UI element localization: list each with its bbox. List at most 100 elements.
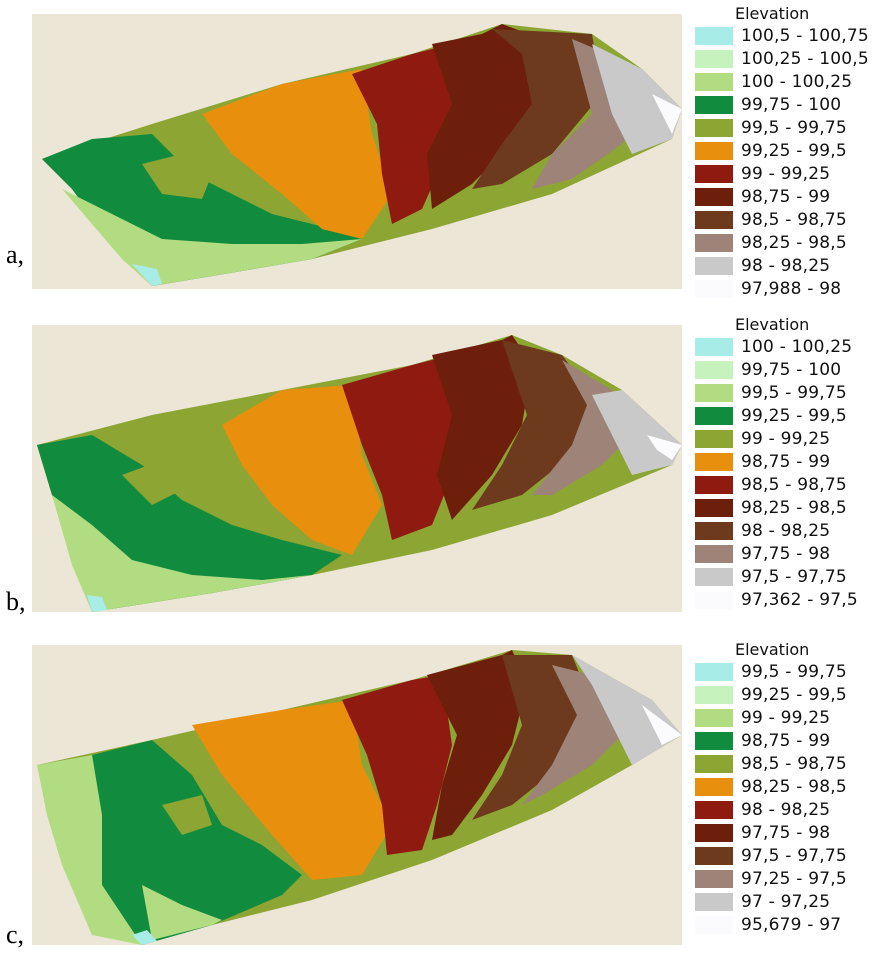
legend-item: 98,5 - 98,75: [695, 208, 890, 231]
legend-item: 99 - 99,25: [695, 706, 890, 729]
legend-swatch: [695, 49, 733, 68]
legend-range-label: 99,25 - 99,5: [741, 140, 847, 161]
legend-swatch: [695, 475, 733, 494]
legend-swatch: [695, 233, 733, 252]
legend-swatch: [695, 590, 733, 609]
legend-swatch: [695, 662, 733, 681]
legend-swatch: [695, 823, 733, 842]
legend-swatch: [695, 521, 733, 540]
legend-item: 98,75 - 99: [695, 450, 890, 473]
legend-swatch: [695, 72, 733, 91]
legend-range-label: 98,25 - 98,5: [741, 232, 847, 253]
legend-item: 97,75 - 98: [695, 542, 890, 565]
legend-swatch: [695, 210, 733, 229]
legend-swatch: [695, 118, 733, 137]
legend-item: 99,5 - 99,75: [695, 381, 890, 404]
terrain-map-b: [32, 325, 682, 612]
terrain-map-c: [32, 645, 682, 945]
legend-b: Elevation 100 - 100,25 99,75 - 100 99,5 - …: [695, 315, 890, 611]
panel-b: b, Elevation 100 - 100,25 99,75 - 100 99,5…: [0, 315, 894, 625]
legend-swatch: [695, 452, 733, 471]
legend-item: 99,25 - 99,5: [695, 404, 890, 427]
legend-range-label: 99 - 99,25: [741, 707, 831, 728]
legend-item: 99,25 - 99,5: [695, 139, 890, 162]
legend-swatch: [695, 869, 733, 888]
legend-swatch: [695, 846, 733, 865]
legend-swatch: [695, 731, 733, 750]
legend-item: 99 - 99,25: [695, 162, 890, 185]
panel-label-c: c,: [6, 920, 25, 949]
terrain-surface-c: [32, 645, 682, 945]
legend-item: 95,679 - 97: [695, 913, 890, 936]
legend-item: 97,5 - 97,75: [695, 565, 890, 588]
legend-swatch: [695, 256, 733, 275]
legend-range-label: 100,5 - 100,75: [741, 25, 869, 46]
legend-item: 100,5 - 100,75: [695, 24, 890, 47]
terrain-map-a: [32, 14, 682, 289]
legend-range-label: 99 - 99,25: [741, 163, 831, 184]
legend-item: 100,25 - 100,5: [695, 47, 890, 70]
legend-range-label: 98 - 98,25: [741, 799, 831, 820]
legend-swatch: [695, 279, 733, 298]
legend-swatch: [695, 383, 733, 402]
legend-range-label: 99 - 99,25: [741, 428, 831, 449]
legend-title: Elevation: [735, 4, 810, 23]
legend-swatch: [695, 915, 733, 934]
legend-range-label: 95,679 - 97: [741, 914, 842, 935]
legend-range-label: 98,75 - 99: [741, 730, 831, 751]
legend-item: 98 - 98,25: [695, 519, 890, 542]
legend-item: 99,25 - 99,5: [695, 683, 890, 706]
legend-a: Elevation 100,5 - 100,75 100,25 - 100,5 10…: [695, 4, 890, 300]
legend-swatch: [695, 754, 733, 773]
legend-item: 99,5 - 99,75: [695, 116, 890, 139]
legend-item: 99,5 - 99,75: [695, 660, 890, 683]
legend-range-label: 99,5 - 99,75: [741, 382, 847, 403]
legend-range-label: 98,25 - 98,5: [741, 497, 847, 518]
legend-title: Elevation: [735, 640, 810, 659]
legend-item: 97,362 - 97,5: [695, 588, 890, 611]
panel-label-a: a,: [6, 240, 25, 269]
legend-range-label: 98,75 - 99: [741, 186, 831, 207]
panel-a: a, Elevation 100,5 - 100,75 100,25 - 100,…: [0, 0, 894, 300]
legend-item: 97 - 97,25: [695, 890, 890, 913]
terrain-surface-b: [32, 325, 682, 612]
legend-item: 99,75 - 100: [695, 93, 890, 116]
legend-swatch: [695, 187, 733, 206]
legend-item: 100 - 100,25: [695, 335, 890, 358]
legend-range-label: 98,25 - 98,5: [741, 776, 847, 797]
legend-swatch: [695, 708, 733, 727]
legend-swatch: [695, 892, 733, 911]
legend-swatch: [695, 360, 733, 379]
legend-item: 98,5 - 98,75: [695, 752, 890, 775]
legend-swatch: [695, 800, 733, 819]
legend-swatch: [695, 777, 733, 796]
legend-swatch: [695, 406, 733, 425]
legend-c: Elevation 99,5 - 99,75 99,25 - 99,5 99 - 9…: [695, 640, 890, 936]
legend-range-label: 98 - 98,25: [741, 520, 831, 541]
legend-range-label: 99,25 - 99,5: [741, 405, 847, 426]
legend-title: Elevation: [735, 315, 810, 334]
legend-swatch: [695, 685, 733, 704]
legend-item: 97,988 - 98: [695, 277, 890, 300]
legend-range-label: 97 - 97,25: [741, 891, 831, 912]
legend-swatch: [695, 164, 733, 183]
legend-range-label: 98,5 - 98,75: [741, 753, 847, 774]
legend-swatch: [695, 544, 733, 563]
legend-range-label: 97,362 - 97,5: [741, 589, 858, 610]
legend-range-label: 99,5 - 99,75: [741, 661, 847, 682]
legend-item: 99 - 99,25: [695, 427, 890, 450]
legend-item: 97,25 - 97,5: [695, 867, 890, 890]
legend-range-label: 100 - 100,25: [741, 71, 853, 92]
legend-swatch: [695, 498, 733, 517]
legend-swatch: [695, 141, 733, 160]
legend-swatch: [695, 429, 733, 448]
terrain-surface-a: [32, 14, 682, 289]
legend-item: 99,75 - 100: [695, 358, 890, 381]
legend-range-label: 99,5 - 99,75: [741, 117, 847, 138]
legend-item: 100 - 100,25: [695, 70, 890, 93]
legend-item: 98 - 98,25: [695, 798, 890, 821]
panel-c: c, Elevation 99,5 - 99,75 99,25 - 99,5 99 …: [0, 640, 894, 960]
panel-label-b: b,: [6, 587, 26, 616]
legend-range-label: 99,25 - 99,5: [741, 684, 847, 705]
legend-range-label: 97,5 - 97,75: [741, 566, 847, 587]
